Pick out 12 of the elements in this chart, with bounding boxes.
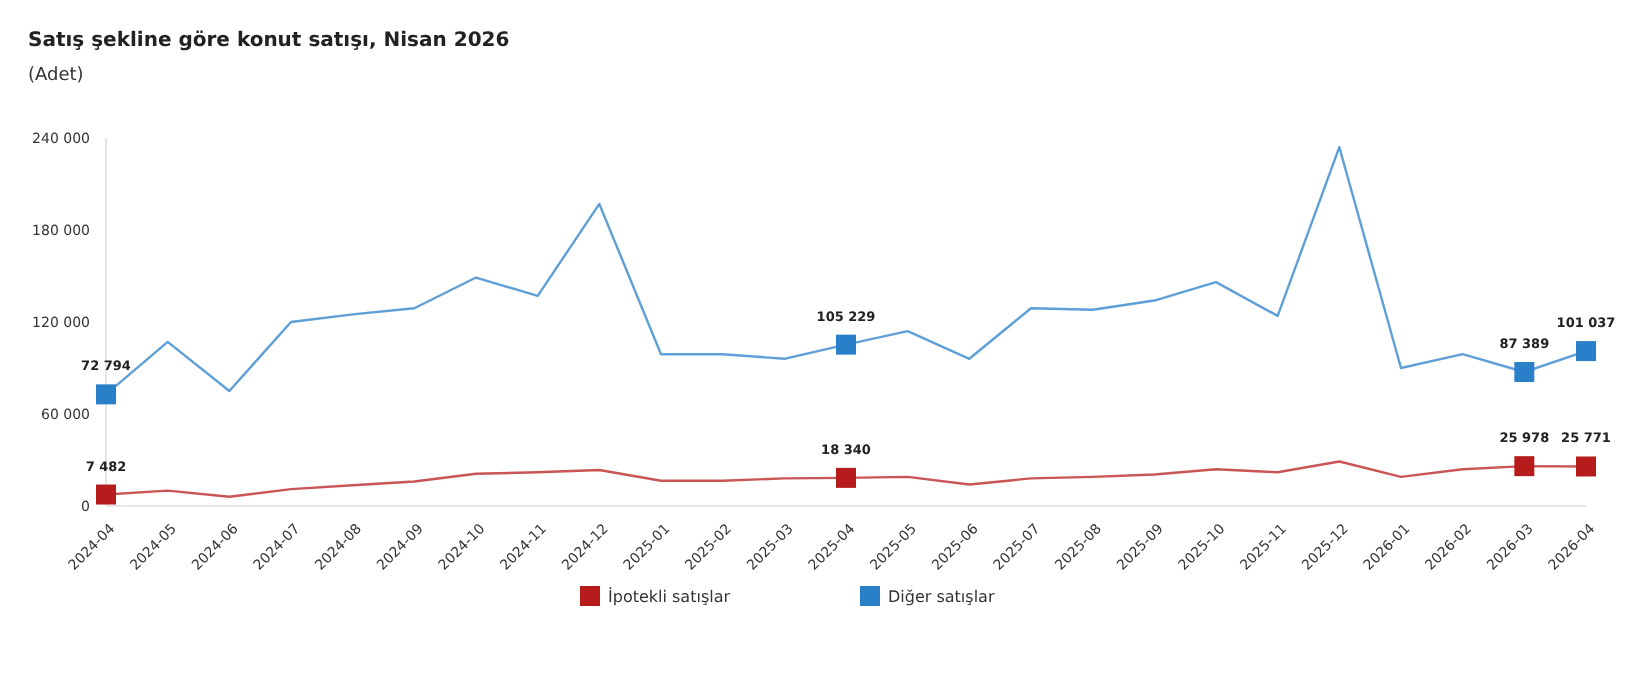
point xyxy=(1514,362,1535,382)
legend-label: Diğer satışlar xyxy=(888,587,996,606)
chart-title: Satış şekline göre konut satışı, Nisan 2026 xyxy=(28,30,510,52)
chart-subtitle: (Adet) xyxy=(28,66,84,86)
point xyxy=(1514,456,1535,477)
point xyxy=(1576,456,1596,477)
point xyxy=(1576,341,1596,362)
point xyxy=(96,484,116,505)
point xyxy=(836,334,856,355)
legend-label: İpotekli satışlar xyxy=(608,585,732,606)
point xyxy=(96,384,116,405)
point xyxy=(836,467,856,488)
